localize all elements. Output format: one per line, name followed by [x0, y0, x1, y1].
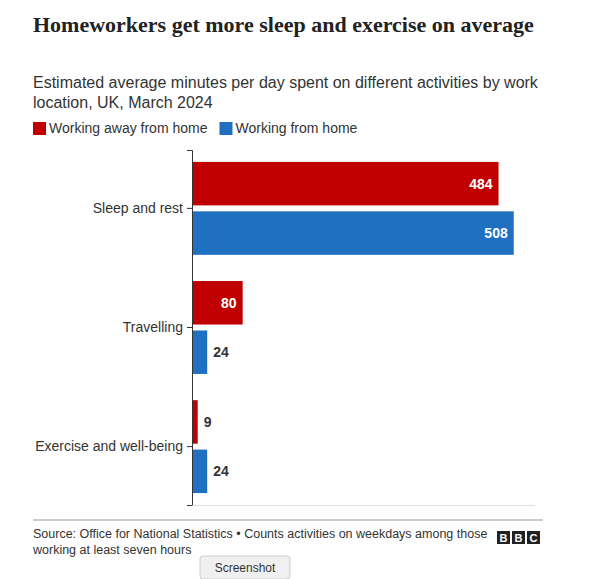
tick-mark: [187, 208, 192, 209]
logo-box: [512, 531, 525, 544]
source: Source: Office for National Statistics •…: [32, 527, 487, 557]
tick: Sleep and rest: [93, 200, 192, 216]
legend-swatch: [219, 122, 232, 135]
data-label: 508: [484, 225, 508, 241]
tick: Travelling: [123, 319, 192, 335]
logo-letter: B: [500, 532, 508, 544]
axis-line: [193, 505, 535, 506]
x-axis: [193, 505, 535, 506]
logo-box: [497, 531, 510, 544]
logo-text: BBC: [500, 532, 538, 544]
screenshot-button[interactable]: Screenshot: [200, 556, 290, 579]
bar: [192, 450, 207, 493]
button-bg[interactable]: [200, 556, 290, 579]
text-line: Source: Office for National Statistics •…: [33, 527, 487, 541]
y-axis: Sleep and rest Travelling Exercise and wel…: [35, 151, 192, 506]
tick-label: Sleep and rest: [93, 200, 183, 216]
chart: Homeworkers get more sleep and exercise …: [0, 0, 600, 579]
bar: [192, 330, 207, 373]
tick-label: Travelling: [123, 319, 183, 335]
text-line: working at least seven hours: [32, 543, 191, 557]
legend-label: Working from home: [235, 120, 357, 136]
logo-box: [527, 531, 540, 544]
logo: BBC: [497, 531, 540, 544]
data-label: 24: [213, 463, 229, 479]
bar: [192, 162, 499, 205]
bar: [192, 281, 243, 324]
logo-letter: B: [515, 532, 523, 544]
tick-mark: [187, 327, 192, 328]
axis-line: [187, 151, 193, 506]
tick: Exercise and well-being: [35, 438, 192, 454]
bars: [192, 162, 514, 493]
legend-item: Working from home: [219, 120, 357, 136]
legend-item: Working away from home: [33, 120, 208, 136]
legend-label: Working away from home: [49, 120, 208, 136]
subtitle: Estimated average minutes per day spent …: [33, 74, 539, 111]
text-line: location, UK, March 2024: [33, 94, 213, 111]
button-label[interactable]: Screenshot: [215, 561, 276, 575]
legend-swatch: [33, 122, 46, 135]
data-label: 24: [213, 344, 229, 360]
footer-rule: [33, 520, 543, 521]
text-line: Estimated average minutes per day spent …: [33, 74, 539, 91]
data-label: 9: [204, 414, 212, 430]
data-label: 80: [221, 295, 237, 311]
bar: [192, 211, 514, 254]
title: Homeworkers get more sleep and exercise …: [33, 12, 534, 37]
text-line: Homeworkers get more sleep and exercise …: [33, 12, 534, 37]
logo-letter: C: [530, 532, 538, 544]
tick-label: Exercise and well-being: [35, 438, 183, 454]
data-labels: 484 80 9 508 24 24: [204, 176, 508, 480]
data-label: 484: [469, 176, 493, 192]
tick-mark: [187, 446, 192, 447]
